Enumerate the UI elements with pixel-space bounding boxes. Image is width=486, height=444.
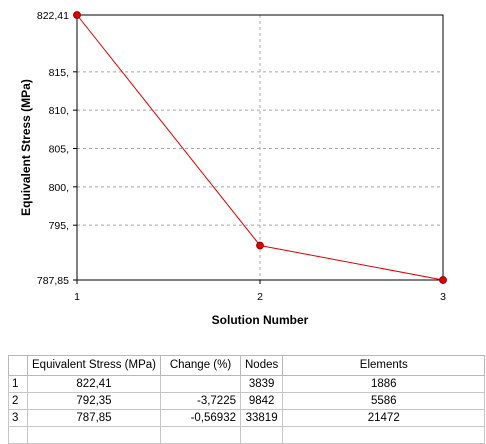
row-index: 1 xyxy=(8,375,28,393)
header-equivalent-stress[interactable]: Equivalent Stress (MPa) xyxy=(27,355,161,376)
x-tick-label: 3 xyxy=(440,291,446,303)
empty-cell xyxy=(160,426,241,444)
header-index xyxy=(8,355,28,376)
table-row[interactable]: 2 792,35 -3,7225 9842 5586 xyxy=(8,392,486,410)
cell-nodes: 3839 xyxy=(239,375,284,393)
table-empty-row xyxy=(8,426,486,444)
data-point[interactable] xyxy=(439,276,447,284)
y-tick-label: 810, xyxy=(49,105,69,117)
header-change[interactable]: Change (%) xyxy=(160,355,241,376)
header-nodes[interactable]: Nodes xyxy=(239,355,284,376)
series-layer xyxy=(73,11,447,284)
empty-cell xyxy=(282,426,486,444)
results-table: Equivalent Stress (MPa) Change (%) Nodes… xyxy=(8,355,486,444)
cell-elements: 1886 xyxy=(282,375,486,393)
cell-nodes: 9842 xyxy=(239,392,284,410)
x-axis-title: Solution Number xyxy=(212,313,309,327)
y-tick-label: 815, xyxy=(49,67,69,79)
table-row[interactable]: 1 822,41 3839 1886 xyxy=(8,375,486,393)
cell-change: -3,7225 xyxy=(160,392,241,410)
chart-svg: 787,85 795, 800, 805, 810, 815, 822,41 1 2 3 Sol… xyxy=(19,10,447,327)
table-header-row: Equivalent Stress (MPa) Change (%) Nodes… xyxy=(8,355,486,376)
empty-cell xyxy=(239,426,284,444)
empty-cell xyxy=(27,426,161,444)
cell-stress: 822,41 xyxy=(27,375,161,393)
cell-stress: 792,35 xyxy=(27,392,161,410)
y-tick-label: 822,41 xyxy=(37,10,69,22)
y-axis-ticks: 787,85 795, 800, 805, 810, 815, 822,41 xyxy=(37,10,77,287)
y-axis-title: Equivalent Stress (MPa) xyxy=(19,79,33,216)
cell-stress: 787,85 xyxy=(27,409,161,427)
cell-elements: 5586 xyxy=(282,392,486,410)
y-tick-label: 800, xyxy=(49,182,69,194)
y-tick-label: 795, xyxy=(49,220,69,232)
x-tick-label: 1 xyxy=(74,291,80,303)
data-point[interactable] xyxy=(73,11,81,19)
chart-grid xyxy=(77,15,443,280)
x-tick-label: 2 xyxy=(257,291,263,303)
cell-elements: 21472 xyxy=(282,409,486,427)
cell-change xyxy=(160,375,241,393)
data-point[interactable] xyxy=(256,241,264,250)
cell-nodes: 33819 xyxy=(239,409,284,427)
row-index: 2 xyxy=(8,392,28,410)
x-axis-ticks: 1 2 3 xyxy=(74,280,446,303)
row-index: 3 xyxy=(8,409,28,427)
convergence-chart: 787,85 795, 800, 805, 810, 815, 822,41 1 2 3 Sol… xyxy=(19,10,447,327)
table-row[interactable]: 3 787,85 -0,56932 33819 21472 xyxy=(8,409,486,427)
y-tick-label: 805, xyxy=(49,143,69,155)
cell-change: -0,56932 xyxy=(160,409,241,427)
y-tick-label: 787,85 xyxy=(37,275,69,287)
empty-cell xyxy=(8,426,28,444)
header-elements[interactable]: Elements xyxy=(282,355,486,376)
